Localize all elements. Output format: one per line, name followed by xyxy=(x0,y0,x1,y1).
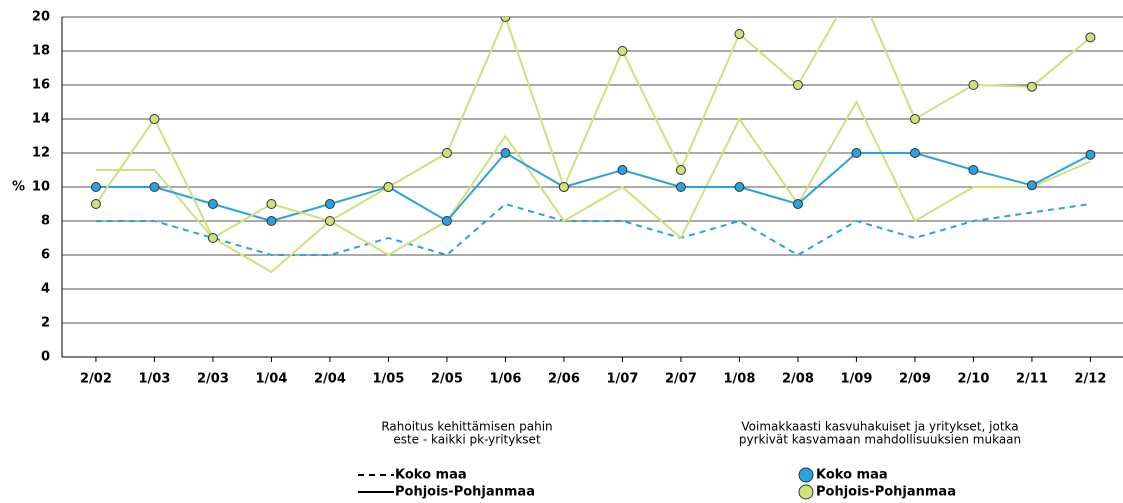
point xyxy=(675,165,686,175)
legend-title: Voimakkaasti kasvuhakuiset ja yritykset,… xyxy=(741,420,1018,434)
x-tick-label: 1/07 xyxy=(606,372,638,387)
x-tick-label: 1/06 xyxy=(489,372,521,387)
x-tick-label: 2/10 xyxy=(957,372,989,387)
point xyxy=(266,216,277,226)
y-tick-label: 12 xyxy=(32,146,50,161)
point xyxy=(500,17,511,22)
x-tick-label: 2/02 xyxy=(80,372,112,387)
legend-marker xyxy=(798,484,814,500)
point xyxy=(500,148,511,158)
y-tick-label: 14 xyxy=(32,112,50,127)
x-tick-label: 2/07 xyxy=(665,372,697,387)
point xyxy=(909,114,920,124)
series-line xyxy=(95,17,1092,240)
legend-label: Koko maa xyxy=(816,468,888,483)
point xyxy=(968,165,979,175)
x-tick-label: 2/09 xyxy=(899,372,931,387)
point xyxy=(558,182,569,192)
point xyxy=(1085,32,1096,43)
point xyxy=(675,182,686,192)
y-tick-label: 16 xyxy=(32,78,50,93)
point xyxy=(324,216,335,226)
series-line xyxy=(95,151,1091,223)
point xyxy=(734,182,745,192)
point xyxy=(149,182,160,192)
point xyxy=(734,29,745,39)
y-tick-label: 4 xyxy=(41,282,50,297)
point xyxy=(1085,149,1096,160)
x-tick-label: 1/08 xyxy=(723,372,755,387)
point xyxy=(383,182,394,192)
x-tick-label: 2/12 xyxy=(1074,372,1106,387)
point xyxy=(441,148,452,158)
legend-marker xyxy=(798,467,814,483)
y-tick-label: 8 xyxy=(41,214,50,229)
plot-area xyxy=(90,17,1096,274)
point xyxy=(968,80,979,90)
point xyxy=(792,199,803,209)
point xyxy=(90,199,101,209)
y-tick-label: 2 xyxy=(41,316,50,331)
legend-label: Pohjois-Pohjanmaa xyxy=(395,485,535,500)
legend-title: Rahoitus kehittämisen pahin xyxy=(381,420,552,434)
point xyxy=(207,199,218,209)
legend-label: Pohjois-Pohjanmaa xyxy=(816,485,956,500)
x-tick-label: 2/11 xyxy=(1016,372,1048,387)
y-tick-label: 6 xyxy=(41,248,50,263)
legend-title: este - kaikki pk-yritykset xyxy=(393,433,541,447)
point xyxy=(617,46,628,56)
point xyxy=(266,199,277,209)
point xyxy=(207,233,218,243)
legend-title: pyrkivät kasvamaan mahdollisuuksien muka… xyxy=(739,433,1021,447)
point xyxy=(1026,180,1037,191)
x-tick-label: 1/05 xyxy=(372,372,404,387)
x-tick-label: 2/06 xyxy=(548,372,580,387)
point xyxy=(149,114,160,124)
y-tick-label: 10 xyxy=(32,180,50,195)
x-tick-label: 2/03 xyxy=(197,372,229,387)
y-tick-label: 0 xyxy=(41,350,50,365)
point xyxy=(441,216,452,226)
point xyxy=(792,80,803,90)
series-line xyxy=(95,202,1091,257)
x-tick-label: 1/04 xyxy=(255,372,287,387)
y-axis-label: % xyxy=(12,180,25,195)
point xyxy=(617,165,628,175)
y-tick-label: 18 xyxy=(32,44,50,59)
point xyxy=(909,148,920,158)
x-tick-label: 2/05 xyxy=(431,372,463,387)
x-tick-label: 1/09 xyxy=(840,372,872,387)
series-line xyxy=(95,99,1091,274)
point xyxy=(851,148,862,158)
point xyxy=(324,199,335,209)
x-tick-label: 2/08 xyxy=(782,372,814,387)
point xyxy=(1026,81,1037,92)
x-tick-label: 2/04 xyxy=(314,372,346,387)
y-tick-label: 20 xyxy=(32,10,50,25)
legend-label: Koko maa xyxy=(395,468,467,483)
x-tick-label: 1/03 xyxy=(138,372,170,387)
point xyxy=(90,182,101,192)
